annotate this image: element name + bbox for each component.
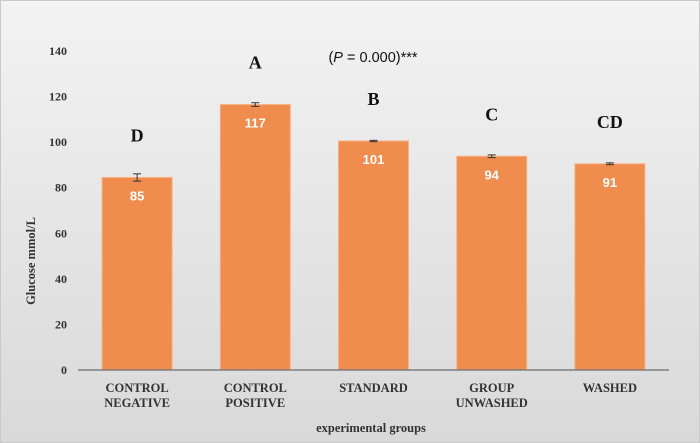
significance-letter: C	[485, 104, 498, 124]
significance-letter: D	[131, 125, 144, 145]
y-tick-label: 40	[55, 272, 67, 286]
x-tick-label: STANDARD	[339, 381, 408, 395]
y-tick-label: 120	[49, 90, 67, 104]
x-tick-label: CONTROL NEGATIVE	[104, 381, 170, 410]
y-tick-label: 0	[61, 363, 67, 377]
significance-letter: A	[249, 53, 262, 73]
bars: 85 D 117 A 101 B 94 C 91 CD	[101, 53, 646, 371]
y-axis-ticks: 0 20 40 60 80 100 120 140	[49, 44, 67, 377]
error-bar	[605, 162, 614, 166]
x-tick-label: GROUP UNWASHED	[456, 381, 528, 410]
y-tick-label: 100	[49, 135, 67, 149]
x-axis-title: experimental groups	[316, 421, 426, 435]
x-tick-label: WASHED	[583, 381, 637, 395]
data-label: 85	[130, 188, 144, 203]
data-label: 117	[245, 116, 266, 131]
significance-letter: B	[367, 89, 379, 109]
y-tick-label: 80	[55, 181, 67, 195]
error-bar	[487, 154, 496, 159]
error-bar	[133, 173, 142, 182]
p-value-annotation: (P = 0.000)***	[328, 50, 417, 66]
x-axis-labels: CONTROL NEGATIVE CONTROL POSITIVE STANDARD GR…	[104, 381, 637, 410]
bar	[219, 104, 291, 371]
bar	[338, 140, 409, 371]
data-label: 101	[363, 152, 385, 167]
data-label: 91	[603, 175, 617, 190]
y-tick-label: 60	[55, 226, 67, 240]
y-tick-label: 140	[49, 44, 67, 58]
error-bar	[369, 139, 378, 143]
bar	[456, 155, 528, 371]
data-label: 94	[484, 167, 499, 182]
x-tick-label: CONTROL POSITIVE	[224, 381, 287, 410]
bar	[101, 176, 173, 371]
y-axis-title: Glucose mmol/L	[24, 217, 38, 305]
bar	[574, 163, 646, 371]
significance-letter: CD	[597, 112, 623, 132]
error-bar	[251, 102, 260, 107]
y-tick-label: 20	[55, 317, 67, 331]
